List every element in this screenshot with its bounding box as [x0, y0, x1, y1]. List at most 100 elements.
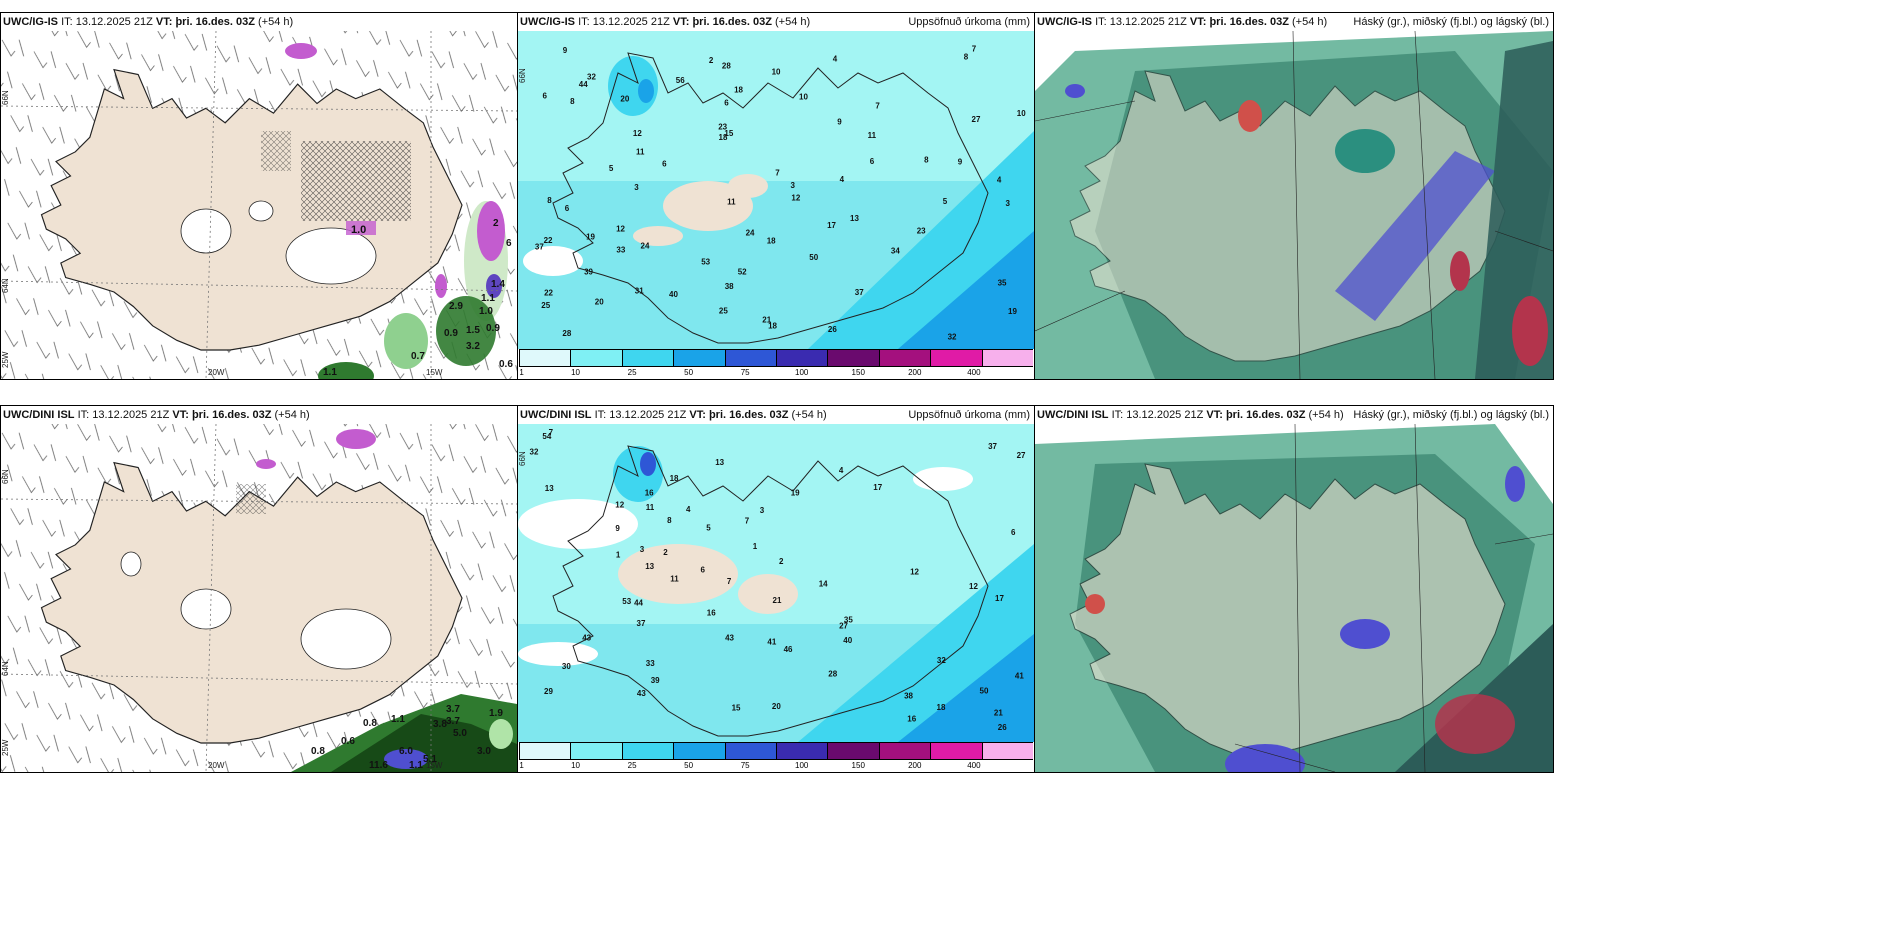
precip-station-value: 37: [988, 442, 997, 451]
precip-station-value: 4: [997, 175, 1002, 184]
colorbar-tick: 200: [908, 368, 922, 377]
wind-value: 5.1: [423, 754, 437, 765]
lon-label: 20W: [208, 761, 225, 770]
lat-label: 66N: [1, 90, 10, 105]
precip-station-value: 16: [907, 715, 916, 724]
lat-label: 25W: [1, 351, 10, 368]
lat-label: 66N: [1, 469, 10, 484]
wind-value: 6: [506, 238, 512, 249]
wind-value: 1.1: [391, 714, 405, 725]
precip-station-value: 40: [669, 290, 678, 299]
precip-station-value: 44: [634, 599, 643, 608]
precip-station-value: 43: [582, 633, 591, 642]
precip-station-value: 54: [542, 432, 551, 441]
precip-station-value: 10: [799, 93, 808, 102]
colorbar-tick: 10: [571, 368, 580, 377]
precip-station-value: 25: [541, 301, 550, 310]
precip-station-value: 27: [1017, 451, 1026, 460]
precip-station-value: 28: [562, 329, 571, 338]
colorbar-segment: [570, 350, 622, 366]
wind-value: 0.8: [311, 746, 325, 757]
precip-station-value: 8: [924, 156, 929, 165]
precip-station-value: 12: [791, 193, 800, 202]
precip-station-value: 21: [994, 709, 1003, 718]
wind-value: 1.4: [491, 279, 505, 290]
precip-station-value: 8: [547, 196, 552, 205]
precip-station-value: 32: [948, 333, 957, 342]
map-area: 7 54 32 37 27 4 13 18 13 17 16 19 11 12 3 4 7 9 8 5 6 1 2 3 1 2 13…: [518, 424, 1034, 742]
colorbar-tick: 50: [684, 368, 694, 377]
colorbar-segment: [827, 350, 879, 366]
map-area: [1035, 424, 1553, 772]
colorbar-tick: 400: [967, 368, 981, 377]
wind-value: 3.2: [466, 341, 480, 352]
precip-station-value: 35: [844, 615, 853, 624]
precip-station-value: 53: [701, 258, 710, 267]
precip-station-value: 3: [1006, 199, 1011, 208]
colorbar-segment: [776, 350, 828, 366]
wind-value: 0.9: [444, 328, 458, 339]
wind-value: 1.1: [481, 293, 495, 304]
precip-station-value: 7: [745, 517, 750, 526]
precip-station-value: 31: [635, 287, 644, 296]
precip-station-value: 24: [641, 241, 650, 250]
colorbar-tick: 100: [795, 368, 809, 377]
wind-value: 3.7: [446, 716, 460, 727]
wind-value: 2: [493, 218, 499, 229]
precip-station-value: 11: [868, 131, 877, 140]
precip-station-value: 46: [784, 645, 793, 654]
panel-title: UWC/IG-IS IT: 13.12.2025 21Z VT: þri. 16…: [3, 16, 294, 28]
precip-station-value: 32: [937, 656, 946, 665]
precip-station-value: 22: [544, 236, 553, 245]
precip-station-value: 18: [734, 85, 743, 94]
precip-station-value: 33: [646, 659, 655, 668]
precip-station-value: 50: [980, 687, 989, 696]
precip-station-value: 8: [964, 52, 969, 61]
precip-station-value: 9: [958, 158, 963, 167]
precip-station-value: 22: [544, 289, 553, 298]
precip-station-value: 21: [762, 316, 771, 325]
colorbar-tick: 1: [519, 368, 524, 377]
precip-station-value: 17: [995, 594, 1004, 603]
colorbar-segment: [673, 350, 725, 366]
precip-station-value: 19: [1008, 307, 1017, 316]
precip-station-value: 15: [732, 703, 741, 712]
colorbar-segment: [673, 743, 725, 759]
map-area: 1.0 2 6 1.1 1.4 2.9 1.0 0.9 0.9 1.5 3.2 …: [1, 31, 517, 379]
precip-station-value: 32: [587, 73, 596, 82]
wind-value: 2.9: [449, 301, 463, 312]
precip-station-value: 16: [645, 489, 654, 498]
precip-station-value: 11: [670, 574, 679, 583]
precip-station-value: 21: [773, 596, 782, 605]
precip-station-value: 4: [686, 505, 691, 514]
wind-value: 1.0: [351, 224, 366, 236]
panel-variable-label: Uppsöfnuð úrkoma (mm): [908, 16, 1030, 28]
precip-station-value: 38: [725, 282, 734, 291]
precip-station-value: 11: [727, 197, 736, 206]
panel-variable-label: Háský (gr.), miðský (fj.bl.) og lágský (…: [1353, 409, 1549, 421]
precip-station-value: 26: [998, 723, 1007, 732]
precip-station-value: 12: [910, 567, 919, 576]
precip-station-value: 5: [943, 197, 948, 206]
precip-station-value: 39: [584, 268, 593, 277]
precip-station-value: 15: [724, 129, 733, 138]
precip-station-value: 2: [663, 548, 668, 557]
precip-station-value: 44: [579, 80, 588, 89]
precip-station-value: 23: [718, 122, 727, 131]
precip-station-value: 13: [645, 562, 654, 571]
panel-bottom-right-cloud-map: UWC/DINI ISL IT: 13.12.2025 21Z VT: þri.…: [1034, 405, 1554, 773]
precip-station-value: 1: [753, 542, 758, 551]
precip-station-value: 52: [738, 268, 747, 277]
precip-station-value: 43: [637, 689, 646, 698]
colorbar-tick: 25: [627, 368, 637, 377]
precip-station-value: 7: [775, 169, 780, 178]
wind-value: 0.6: [499, 359, 513, 370]
colorbar: [519, 349, 1034, 367]
precip-station-value: 37: [855, 288, 864, 297]
precip-station-value: 20: [595, 297, 604, 306]
wind-value: 1.1: [409, 760, 423, 771]
precip-station-value: 5: [706, 524, 711, 533]
colorbar-segment: [621, 350, 674, 366]
precip-station-value: 14: [819, 580, 828, 589]
map-area: 8 9 7 2 4 32 28 10 44 56 6 20 18 10 7 8 6 10 9 27 23 18 15 12 11…: [518, 31, 1034, 349]
